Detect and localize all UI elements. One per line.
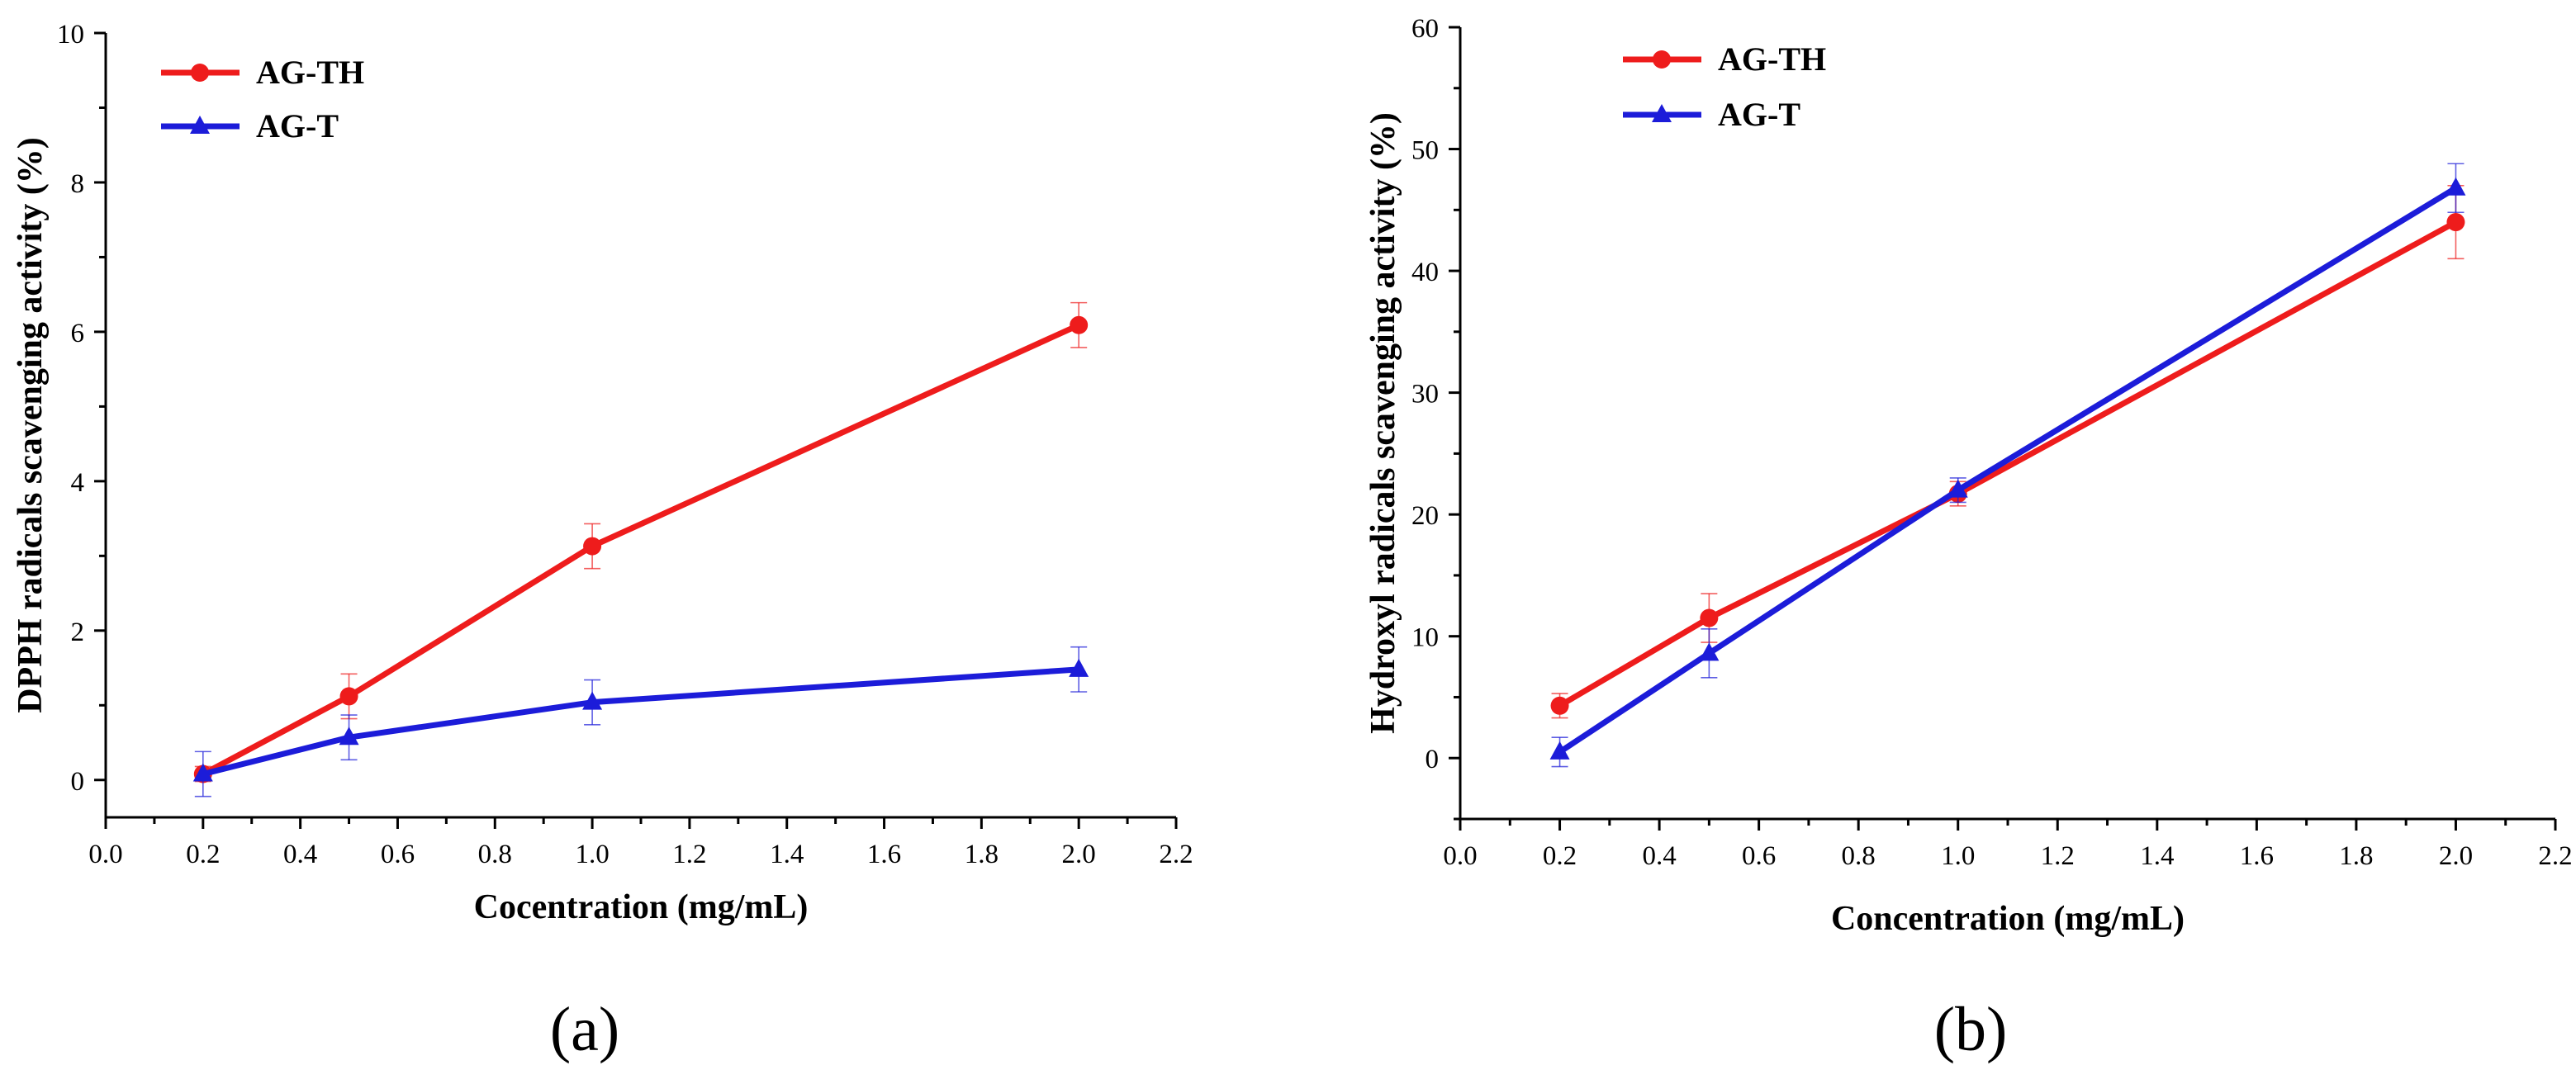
x-tick-label: 1.6 — [2240, 841, 2274, 871]
data-point — [1699, 642, 1720, 661]
data-point — [1549, 741, 1570, 760]
x-tick-label: 0.8 — [478, 840, 512, 869]
legend-marker — [190, 116, 210, 134]
x-tick-label: 2.0 — [1062, 840, 1096, 869]
data-point — [192, 763, 213, 782]
x-tick-label: 1.8 — [965, 840, 999, 869]
y-tick-label: 0 — [1426, 745, 1440, 774]
x-tick-label: 1.0 — [575, 840, 609, 869]
x-tick-label: 1.6 — [867, 840, 901, 869]
series-ag-t — [192, 646, 1089, 798]
legend-marker — [191, 64, 209, 82]
x-tick-label: 0.0 — [1443, 841, 1477, 871]
x-tick-label: 0.4 — [1642, 841, 1676, 871]
x-tick-label: 0.2 — [186, 840, 220, 869]
data-point — [339, 727, 359, 746]
data-point — [1069, 658, 1089, 677]
x-tick-label: 2.0 — [2439, 841, 2473, 871]
legend-entry: AG-TH — [161, 54, 364, 91]
y-tick-label: 8 — [71, 169, 85, 199]
y-tick-label: 30 — [1411, 380, 1439, 409]
y-tick-label: 4 — [71, 468, 85, 498]
legend-label: AG-T — [256, 107, 339, 144]
y-tick-label: 10 — [57, 20, 84, 50]
legend-label: AG-T — [1718, 96, 1800, 133]
series-ag-th — [193, 301, 1089, 783]
data-point — [2446, 177, 2466, 196]
legend-entry: AG-T — [1623, 96, 1800, 133]
legend-entry: AG-T — [161, 107, 339, 144]
legend-marker — [1653, 50, 1671, 69]
data-point — [1070, 315, 1089, 334]
y-tick-label: 40 — [1411, 258, 1439, 287]
x-tick-label: 0.2 — [1543, 841, 1577, 871]
panel-a-chart: 0.0 0.2 0.4 0.6 0.8 1.0 1.2 1.4 1.6 1.8 2.0 2.2 0 2 4 6… — [12, 20, 1193, 926]
legend-label: AG-TH — [256, 54, 364, 91]
x-tick-label: 2.2 — [2538, 841, 2572, 871]
y-tick-label: 50 — [1411, 136, 1439, 166]
x-tick-label: 1.0 — [1941, 841, 1975, 871]
panel-b-chart: 0.0 0.2 0.4 0.6 0.8 1.0 1.2 1.4 1.6 1.8 2.0 2.2 0 10 2… — [1364, 14, 2573, 938]
x-tick-label: 1.4 — [2140, 841, 2174, 871]
series-line — [1558, 219, 2458, 708]
data-point — [1947, 479, 1968, 498]
y-tick-label: 10 — [1411, 623, 1439, 653]
y-axis-title: DPPH radicals scavenging activity (%) — [12, 137, 50, 713]
series-line — [1558, 185, 2458, 755]
x-tick-label: 0.8 — [1842, 841, 1876, 871]
x-tick-label: 1.2 — [2041, 841, 2075, 871]
x-tick-label: 1.4 — [770, 840, 804, 869]
x-axis-title: Cocentration (mg/mL) — [474, 888, 809, 926]
y-tick-label: 2 — [71, 618, 85, 647]
x-axis-title: Concentration (mg/mL) — [1831, 900, 2185, 938]
data-point — [2446, 213, 2465, 232]
series-line — [202, 666, 1079, 777]
panel-a-label: (a) — [550, 995, 619, 1064]
x-tick-label: 0.6 — [1742, 841, 1776, 871]
x-tick-label: 1.8 — [2339, 841, 2373, 871]
data-point — [1550, 696, 1569, 715]
x-tick-label: 0.6 — [381, 840, 415, 869]
data-point — [583, 537, 602, 556]
series-ag-th — [1550, 185, 2465, 719]
y-axis-title: Hydroxyl radicals scavenging activity (%… — [1364, 112, 1402, 734]
series-line — [202, 322, 1080, 777]
data-point — [339, 687, 358, 706]
x-tick-label: 2.2 — [1159, 840, 1193, 869]
series-ag-t — [1549, 163, 2466, 768]
legend-label: AG-TH — [1718, 40, 1826, 78]
x-tick-label: 1.2 — [672, 840, 706, 869]
x-tick-label: 0.4 — [283, 840, 317, 869]
y-tick-label: 6 — [71, 319, 85, 348]
legend-entry: AG-TH — [1623, 40, 1826, 78]
legend-marker — [1652, 104, 1672, 122]
x-tick-label: 0.0 — [88, 840, 122, 869]
panel-b-label: (b) — [1934, 995, 2008, 1064]
y-tick-label: 20 — [1411, 501, 1439, 531]
y-tick-label: 0 — [71, 767, 85, 797]
data-point — [582, 691, 603, 710]
data-point — [1700, 608, 1719, 627]
y-tick-label: 60 — [1411, 14, 1439, 44]
